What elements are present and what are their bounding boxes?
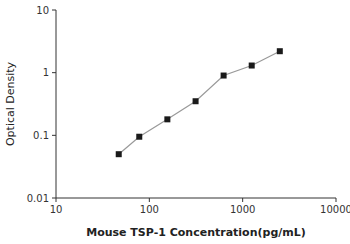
data-point	[136, 134, 142, 140]
chart-svg: 10 100 1000 10000 0.01 0.1 1 10 Mouse TSP-1 Conc…	[0, 0, 350, 244]
y-tick	[52, 10, 56, 11]
y-tick	[52, 198, 56, 199]
x-tick	[56, 198, 57, 202]
x-tick-label: 1000	[230, 204, 255, 215]
data-point	[116, 151, 122, 157]
chart-container: 10 100 1000 10000 0.01 0.1 1 10 Mouse TSP-1 Conc…	[0, 0, 350, 244]
x-tick	[149, 198, 150, 202]
data-line	[119, 51, 280, 154]
y-tick	[52, 72, 56, 73]
x-tick-label: 10000	[320, 204, 350, 215]
x-tick	[242, 198, 243, 202]
y-tick-label: 0.01	[27, 193, 49, 204]
x-tick	[336, 198, 337, 202]
y-axis-label: Optical Density	[4, 61, 17, 146]
y-tick-label: 1	[43, 67, 49, 78]
data-point	[277, 48, 283, 54]
data-point	[193, 98, 199, 104]
x-tick-label: 100	[140, 204, 159, 215]
y-tick-label: 0.1	[33, 130, 49, 141]
data-point	[249, 63, 255, 69]
axes: 10 100 1000 10000 0.01 0.1 1 10	[27, 5, 350, 216]
data-point	[164, 116, 170, 122]
data-point	[221, 73, 227, 79]
x-tick-label: 10	[50, 204, 63, 215]
x-axis-label: Mouse TSP-1 Concentration(pg/mL)	[86, 226, 306, 239]
x-axis-line	[56, 198, 336, 199]
y-tick-label: 10	[36, 5, 49, 16]
y-tick	[52, 135, 56, 136]
y-axis-line	[56, 10, 57, 198]
plot-area	[116, 48, 283, 157]
